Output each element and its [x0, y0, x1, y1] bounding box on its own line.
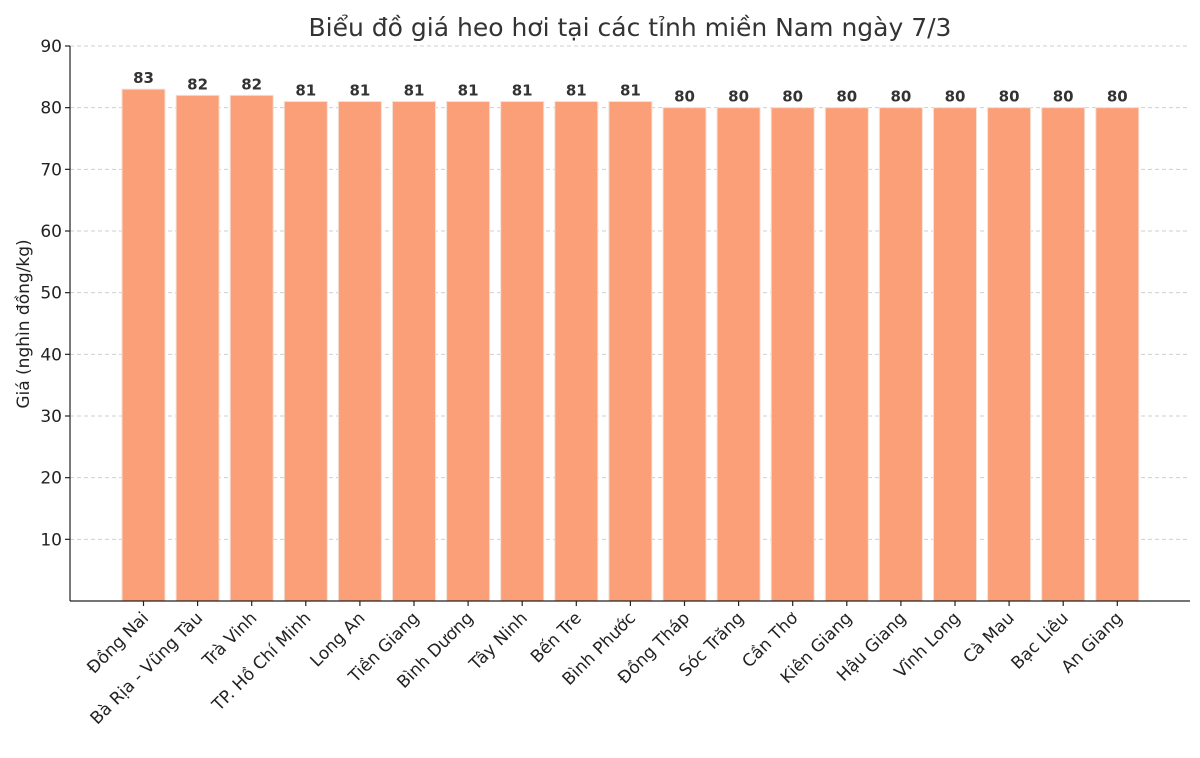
y-tick-label: 80 — [40, 99, 62, 119]
bar — [500, 101, 545, 602]
bar — [392, 101, 436, 602]
data-label: 83 — [133, 69, 154, 87]
data-label: 80 — [728, 88, 749, 106]
bar — [824, 107, 869, 602]
y-axis-ticks: 10 20 30 40 50 60 70 80 90 — [40, 37, 70, 550]
y-tick-label: 70 — [40, 160, 62, 180]
y-tick-label: 60 — [40, 222, 62, 242]
data-label: 80 — [945, 88, 966, 106]
data-label: 81 — [458, 82, 479, 100]
data-label: 80 — [836, 88, 857, 106]
bar — [987, 107, 1032, 602]
data-label: 80 — [890, 88, 911, 106]
y-tick-label: 20 — [40, 469, 62, 489]
bar — [175, 94, 220, 602]
data-label: 80 — [782, 88, 803, 106]
y-tick-label: 50 — [40, 284, 62, 304]
data-label: 81 — [566, 82, 587, 100]
bar — [229, 94, 274, 602]
x-tick-label: TP. Hồ Chí Minh — [207, 608, 315, 716]
data-label: 80 — [1053, 88, 1074, 106]
bar — [121, 88, 166, 602]
bar — [554, 101, 599, 602]
bar — [337, 101, 382, 602]
data-label: 81 — [620, 82, 641, 100]
y-tick-label: 10 — [40, 530, 62, 550]
bar — [608, 101, 653, 602]
data-label: 82 — [187, 75, 208, 93]
chart-title: Biểu đồ giá heo hơi tại các tỉnh miền Na… — [309, 13, 952, 42]
bar — [933, 107, 977, 602]
data-label: 80 — [1107, 88, 1128, 106]
y-tick-label: 40 — [40, 345, 62, 365]
bar — [770, 107, 815, 602]
data-label: 81 — [512, 82, 533, 100]
bar — [1041, 107, 1086, 602]
y-tick-label: 90 — [40, 37, 62, 57]
y-tick-label: 30 — [40, 407, 62, 427]
data-label: 80 — [999, 88, 1020, 106]
data-label: 80 — [674, 88, 695, 106]
data-label: 81 — [295, 82, 316, 100]
bar — [878, 107, 923, 602]
bar — [716, 107, 761, 602]
bar — [1095, 107, 1140, 602]
bar — [283, 101, 328, 602]
data-labels: 83 82 82 81 81 81 81 81 81 81 80 80 80 80 80 80 80 80 80 — [133, 69, 1128, 106]
data-label: 81 — [404, 82, 425, 100]
y-axis-label: Giá (nghìn đồng/kg) — [13, 239, 34, 408]
data-label: 82 — [241, 75, 262, 93]
x-tick-label: Tây Ninh — [465, 608, 532, 675]
bar — [662, 107, 707, 602]
bar — [446, 101, 491, 602]
bars — [121, 88, 1140, 602]
data-label: 81 — [349, 82, 370, 100]
